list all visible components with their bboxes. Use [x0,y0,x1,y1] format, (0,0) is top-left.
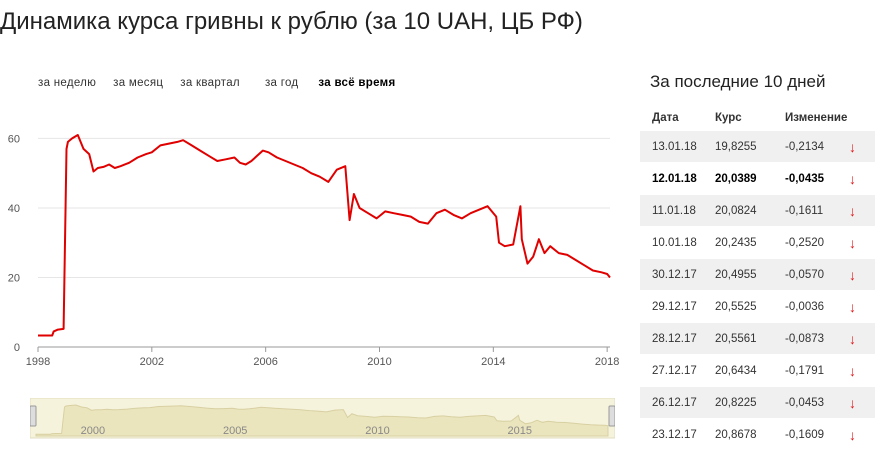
navigator-label: 2015 [508,425,532,437]
x-tick-label: 2018 [595,356,619,368]
row-rate: 20,0389 [715,172,757,185]
table-row: 30.12.17 20,4955 -0,0570 ↓ [640,258,875,290]
x-tick-label: 2006 [253,356,277,368]
y-tick-label: 40 [8,203,20,215]
row-change: -0,1611 [785,204,824,217]
row-date: 10.01.18 [652,236,697,249]
down-arrow-icon: ↓ [849,266,856,283]
down-arrow-icon: ↓ [849,170,856,187]
row-rate: 20,5525 [715,300,757,313]
row-rate: 20,4955 [715,268,757,281]
row-rate: 20,2435 [715,236,757,249]
x-tick-label: 2014 [481,356,505,368]
chart-navigator[interactable]: 2000 2005 2010 2015 [30,398,615,442]
row-change: -0,2134 [785,140,825,153]
y-tick-label: 60 [8,133,20,145]
row-rate: 20,5561 [715,332,757,345]
navigator-label: 2005 [223,425,247,437]
row-change: -0,0570 [785,268,825,281]
navigator-area [35,404,609,437]
x-tick-label: 2002 [140,356,164,368]
x-tick-label: 1998 [26,356,50,368]
table-row: 11.01.18 20,0824 -0,1611 ↓ [640,194,875,226]
y-tick-label: 0 [14,342,20,354]
down-arrow-icon: ↓ [849,298,856,315]
navigator-handle[interactable] [30,405,37,427]
period-tabs: за неделю за месяц за квартал за год за … [38,77,396,89]
table-row: 23.12.17 20,8678 -0,1609 ↓ [640,418,875,450]
row-date: 23.12.17 [652,428,697,441]
down-arrow-icon: ↓ [849,362,856,379]
row-change: -0,1791 [785,364,825,377]
table-row: 10.01.18 20,2435 -0,2520 ↓ [640,226,875,258]
header-date: Дата [652,112,679,124]
row-date: 28.12.17 [652,332,697,345]
row-rate: 20,0824 [715,204,757,217]
series-line [38,134,611,337]
row-change: -0,0453 [785,396,825,409]
table-row: 29.12.17 20,5525 -0,0036 ↓ [640,290,875,322]
down-arrow-icon: ↓ [849,202,856,219]
table-row: 28.12.17 20,5561 -0,0873 ↓ [640,322,875,354]
header-change: Изменение [785,112,848,124]
table-row: 12.01.18 20,0389 -0,0435 ↓ [640,162,875,194]
x-tick-label: 2010 [367,356,391,368]
down-arrow-icon: ↓ [849,234,856,251]
navigator-label: 2000 [81,425,105,437]
navigator-label: 2010 [365,425,389,437]
tab-week[interactable]: за неделю [38,77,97,89]
table-header: Дата Курс Изменение [640,106,875,130]
tab-month[interactable]: за месяц [113,77,164,89]
down-arrow-icon: ↓ [849,330,856,347]
row-change: -0,0873 [785,332,825,345]
row-date: 30.12.17 [652,268,697,281]
tab-quarter[interactable]: за квартал [180,77,240,89]
row-date: 11.01.18 [652,204,696,217]
page-title: Динамика курса гривны к рублю (за 10 UAH… [0,8,583,35]
y-tick-label: 20 [8,272,20,284]
row-date: 29.12.17 [652,300,697,313]
row-rate: 20,8225 [715,396,757,409]
down-arrow-icon: ↓ [849,394,856,411]
row-change: -0,1609 [785,428,825,441]
row-change: -0,0435 [785,172,825,185]
panel-title: За последние 10 дней [650,72,826,91]
navigator-handle[interactable] [608,405,615,427]
row-date: 26.12.17 [652,396,697,409]
tab-year[interactable]: за год [264,77,299,89]
tab-all-time[interactable]: за всё время [318,77,396,89]
rates-table: 13.01.18 19,8255 -0,2134 ↓ 12.01.18 20,0389 -0… [640,130,875,450]
row-change: -0,0036 [785,300,825,313]
rate-line-chart: 0 20 40 60 1998 2002 2006 2010 2014 2018 [8,133,620,368]
row-change: -0,2520 [785,236,825,249]
row-rate: 19,8255 [715,140,757,153]
row-date: 27.12.17 [652,364,697,377]
row-date: 12.01.18 [652,172,697,185]
row-date: 13.01.18 [652,140,697,153]
last-10-days-panel: За последние 10 дней Дата Курс Изменение… [640,70,875,450]
down-arrow-icon: ↓ [849,426,856,443]
header-rate: Курс [715,112,742,124]
table-row: 13.01.18 19,8255 -0,2134 ↓ [640,130,875,162]
row-rate: 20,6434 [715,364,757,377]
row-rate: 20,8678 [715,428,757,441]
down-arrow-icon: ↓ [849,138,856,155]
table-row: 26.12.17 20,8225 -0,0453 ↓ [640,386,875,418]
table-row: 27.12.17 20,6434 -0,1791 ↓ [640,354,875,386]
